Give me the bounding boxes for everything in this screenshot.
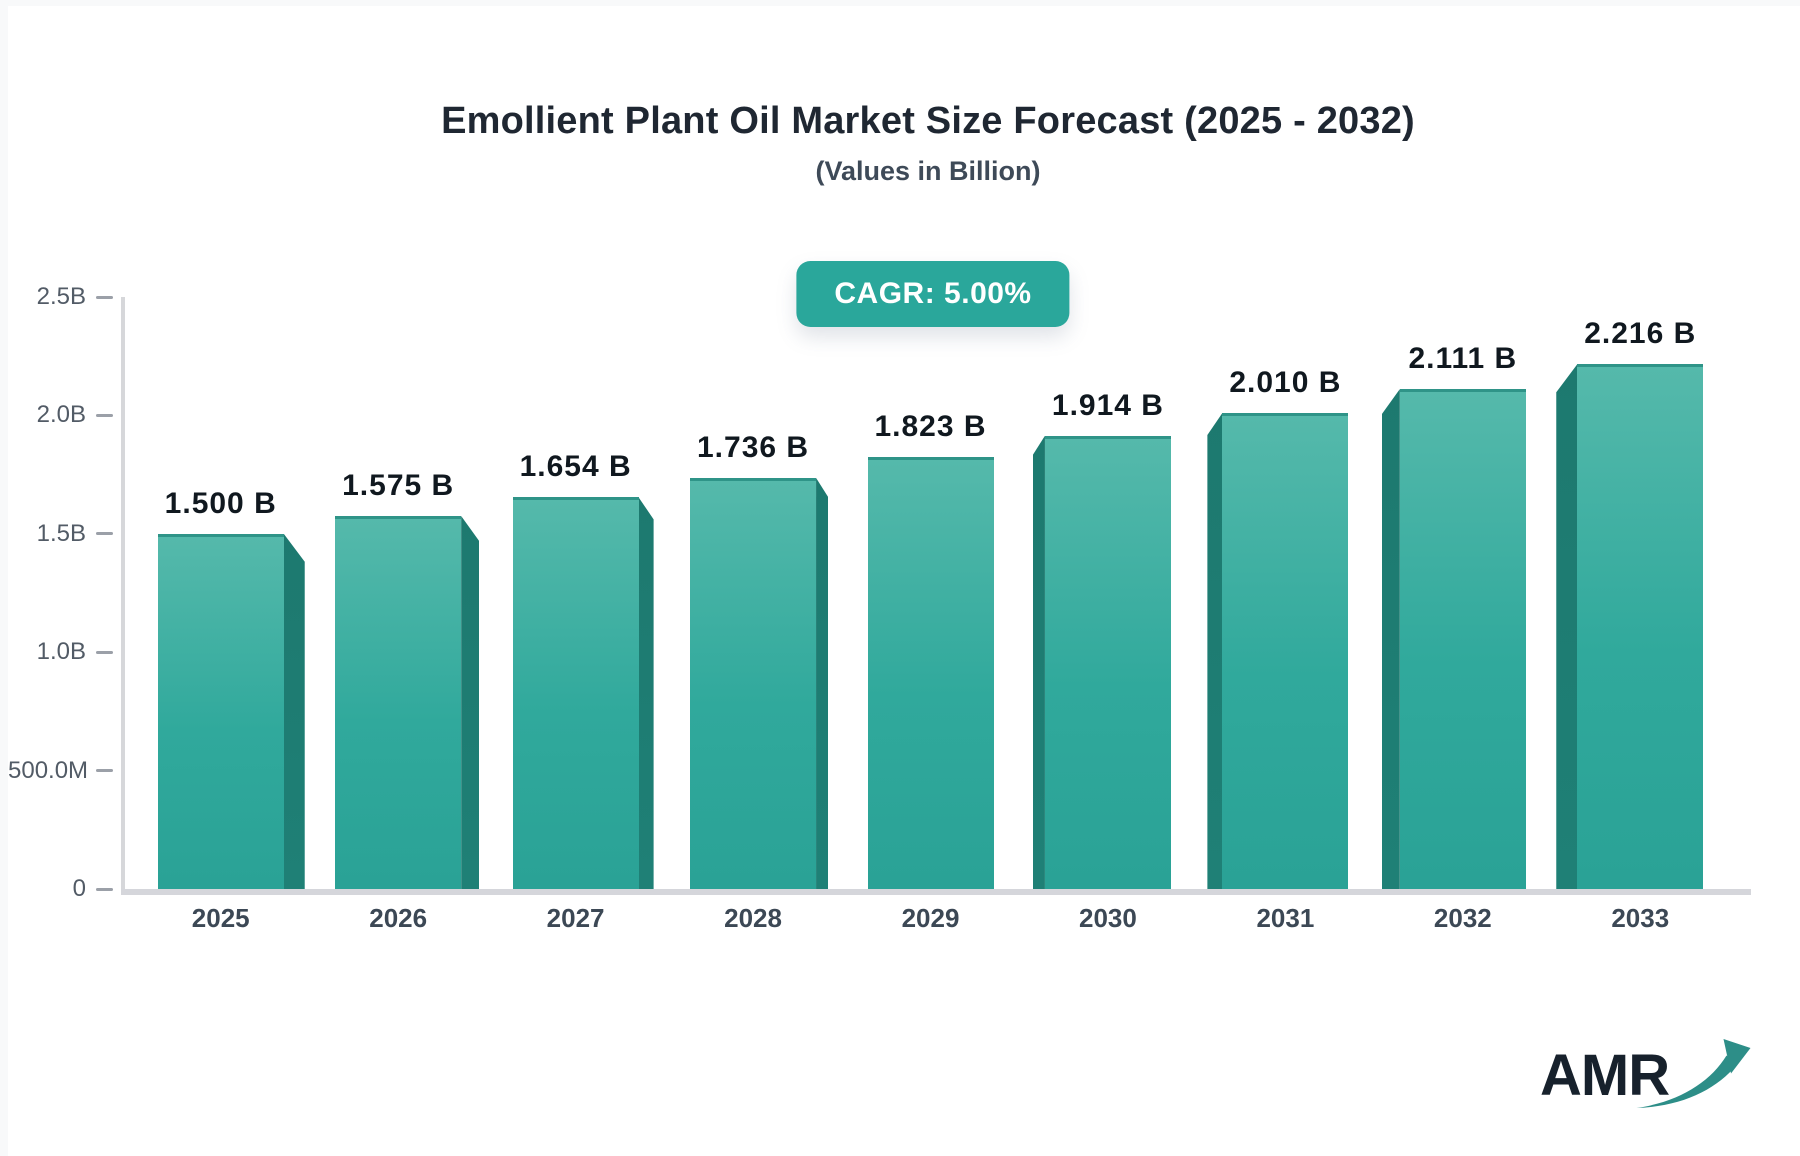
y-axis-tick-label: 2.0B bbox=[36, 401, 86, 429]
x-axis-label-2029: 2029 bbox=[901, 903, 960, 933]
x-axis-label-2032: 2032 bbox=[1433, 903, 1492, 933]
y-axis-tick-label: 500.0M bbox=[8, 756, 89, 784]
bar-2027[interactable] bbox=[512, 497, 639, 889]
chart-title: Emollient Plant Oil Market Size Forecast… bbox=[441, 100, 1415, 142]
bar-value-label-2032: 2.111 B bbox=[1408, 342, 1518, 376]
bar-3d-side-2033 bbox=[1556, 364, 1578, 889]
amr-logo: AMR bbox=[1540, 1036, 1751, 1126]
bar-3d-side-2027 bbox=[638, 497, 654, 889]
bar-2029[interactable] bbox=[867, 457, 994, 889]
x-axis-baseline bbox=[121, 889, 1751, 895]
x-axis-label-2026: 2026 bbox=[369, 903, 428, 933]
x-axis-label-2031: 2031 bbox=[1256, 903, 1315, 933]
y-axis-tick-mark bbox=[96, 650, 113, 654]
bar-2028[interactable] bbox=[690, 477, 817, 889]
x-axis-label-2028: 2028 bbox=[724, 903, 782, 933]
x-axis-label-2033: 2033 bbox=[1611, 903, 1670, 933]
bar-value-label-2033: 2.216 B bbox=[1584, 317, 1697, 351]
x-axis-label-2030: 2030 bbox=[1079, 903, 1137, 933]
bar-3d-side-2026 bbox=[461, 516, 480, 889]
y-axis-tick-mark bbox=[96, 413, 113, 417]
y-axis-line bbox=[121, 297, 125, 895]
y-axis-tick-label: 2.5B bbox=[36, 283, 86, 310]
bar-2025[interactable] bbox=[157, 533, 284, 889]
growth-arrow-icon bbox=[1636, 1039, 1751, 1108]
bar-2033[interactable] bbox=[1577, 364, 1704, 889]
bar-3d-side-2025 bbox=[283, 533, 305, 889]
bar-3d-side-2032 bbox=[1381, 389, 1400, 889]
bar-2026[interactable] bbox=[335, 516, 462, 889]
bar-2030[interactable] bbox=[1044, 435, 1171, 889]
y-axis-tick-mark bbox=[96, 887, 113, 891]
bar-value-label-2029: 1.823 B bbox=[874, 410, 987, 444]
bar-value-label-2030: 1.914 B bbox=[1051, 388, 1164, 422]
bar-value-label-2028: 1.736 B bbox=[697, 430, 810, 464]
y-axis-tick-mark bbox=[96, 769, 113, 773]
bar-2031[interactable] bbox=[1222, 413, 1349, 889]
bar-3d-side-2031 bbox=[1207, 413, 1223, 889]
bar-value-label-2025: 1.500 B bbox=[164, 486, 277, 520]
bar-value-label-2026: 1.575 B bbox=[342, 469, 455, 503]
y-axis-tick-mark bbox=[96, 532, 113, 536]
cagr-badge: CAGR: 5.00% bbox=[796, 261, 1070, 327]
bar-2032[interactable] bbox=[1399, 389, 1526, 889]
chart-subtitle: (Values in Billion) bbox=[815, 156, 1041, 186]
bar-3d-side-2028 bbox=[816, 477, 829, 889]
x-axis-label-2025: 2025 bbox=[191, 903, 250, 933]
y-axis-tick-label: 1.0B bbox=[36, 638, 86, 666]
bar-value-label-2031: 2.010 B bbox=[1229, 366, 1342, 400]
y-axis-tick-mark bbox=[96, 295, 113, 299]
chart-card: Emollient Plant Oil Market Size Forecast… bbox=[8, 6, 1800, 1156]
bar-chart-plot-area: 2.5B 2.0B 1.5B 1.0B 500.0M 0 1.500 B 2025 1.575 … bbox=[8, 6, 1800, 1156]
y-axis-tick-label: 1.5B bbox=[36, 519, 86, 547]
y-axis-tick-label: 0 bbox=[72, 875, 86, 902]
x-axis-label-2027: 2027 bbox=[546, 903, 605, 933]
amr-logo-text: AMR bbox=[1540, 1043, 1670, 1108]
bar-value-label-2027: 1.654 B bbox=[519, 450, 632, 484]
bar-3d-side-2030 bbox=[1032, 435, 1045, 889]
